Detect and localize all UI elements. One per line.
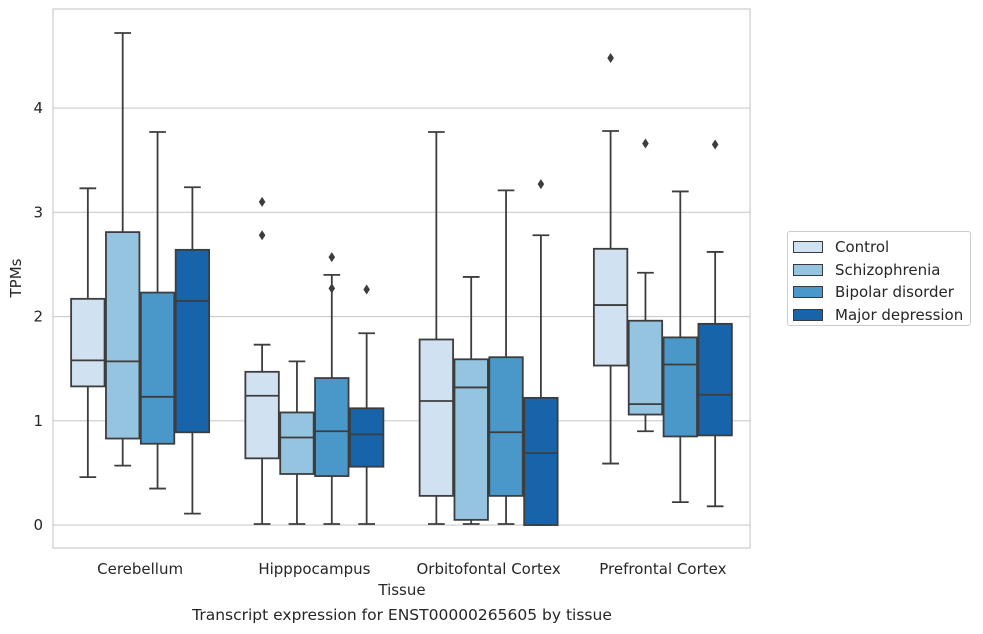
box — [592, 247, 629, 367]
box — [523, 396, 559, 526]
legend-item: Schizophrenia — [793, 259, 970, 282]
legend: Control Schizophrenia Bipolar disorder Majo… — [787, 231, 971, 326]
chart-caption: Transcript expression for ENST0000026560… — [192, 606, 612, 624]
category-group — [418, 131, 559, 526]
legend-swatch — [793, 263, 823, 276]
box — [139, 291, 176, 445]
x-tick-labels: Cerebellum Hipppocampus Orbitofontal Corte… — [97, 560, 726, 578]
y-tick-label: 2 — [33, 308, 43, 326]
x-tick-label: Prefrontal Cortex — [599, 560, 726, 578]
y-tick-label: 0 — [33, 516, 43, 534]
y-axis-label: TPMs — [7, 258, 25, 298]
category-group — [244, 196, 385, 525]
plot-frame — [52, 8, 751, 549]
outlier-point — [258, 230, 266, 241]
legend-label: Control — [835, 238, 890, 257]
legend-label: Bipolar disorder — [835, 283, 954, 302]
outlier-point — [258, 196, 266, 207]
outlier-point — [537, 179, 545, 190]
box — [70, 297, 106, 388]
x-axis-label: Tissue — [377, 581, 425, 599]
box — [279, 411, 315, 475]
box — [418, 338, 454, 497]
box — [349, 407, 385, 468]
y-tick-label: 3 — [33, 203, 43, 221]
legend-item: Control — [793, 236, 970, 259]
box — [105, 231, 141, 440]
box — [453, 358, 489, 521]
box — [697, 322, 733, 437]
box — [488, 356, 524, 497]
x-tick-label: Orbitofontal Cortex — [417, 560, 561, 578]
outlier-point — [328, 283, 336, 294]
category-group — [70, 32, 211, 515]
legend-item: Major depression — [793, 304, 970, 327]
legend-swatch — [793, 308, 823, 321]
legend-label: Schizophrenia — [835, 260, 941, 279]
legend-label: Major depression — [835, 305, 964, 324]
category-group — [592, 53, 733, 508]
box — [174, 248, 211, 434]
box — [627, 319, 664, 416]
y-tick-labels: 0 1 2 3 4 — [33, 99, 43, 534]
outlier-point — [328, 252, 336, 263]
legend-swatch — [793, 241, 823, 254]
legend-swatch — [793, 286, 823, 299]
box — [314, 377, 350, 477]
y-tick-label: 1 — [33, 412, 43, 430]
outlier-point — [363, 284, 370, 295]
legend-item: Bipolar disorder — [793, 281, 970, 304]
box-groups — [70, 32, 733, 526]
outlier-point — [711, 139, 719, 150]
outlier-point — [642, 138, 649, 149]
x-tick-label: Hipppocampus — [258, 560, 370, 578]
box — [662, 336, 698, 438]
outlier-point — [607, 53, 614, 63]
box — [244, 370, 280, 460]
x-tick-label: Cerebellum — [97, 560, 183, 578]
y-tick-label: 4 — [33, 99, 43, 117]
